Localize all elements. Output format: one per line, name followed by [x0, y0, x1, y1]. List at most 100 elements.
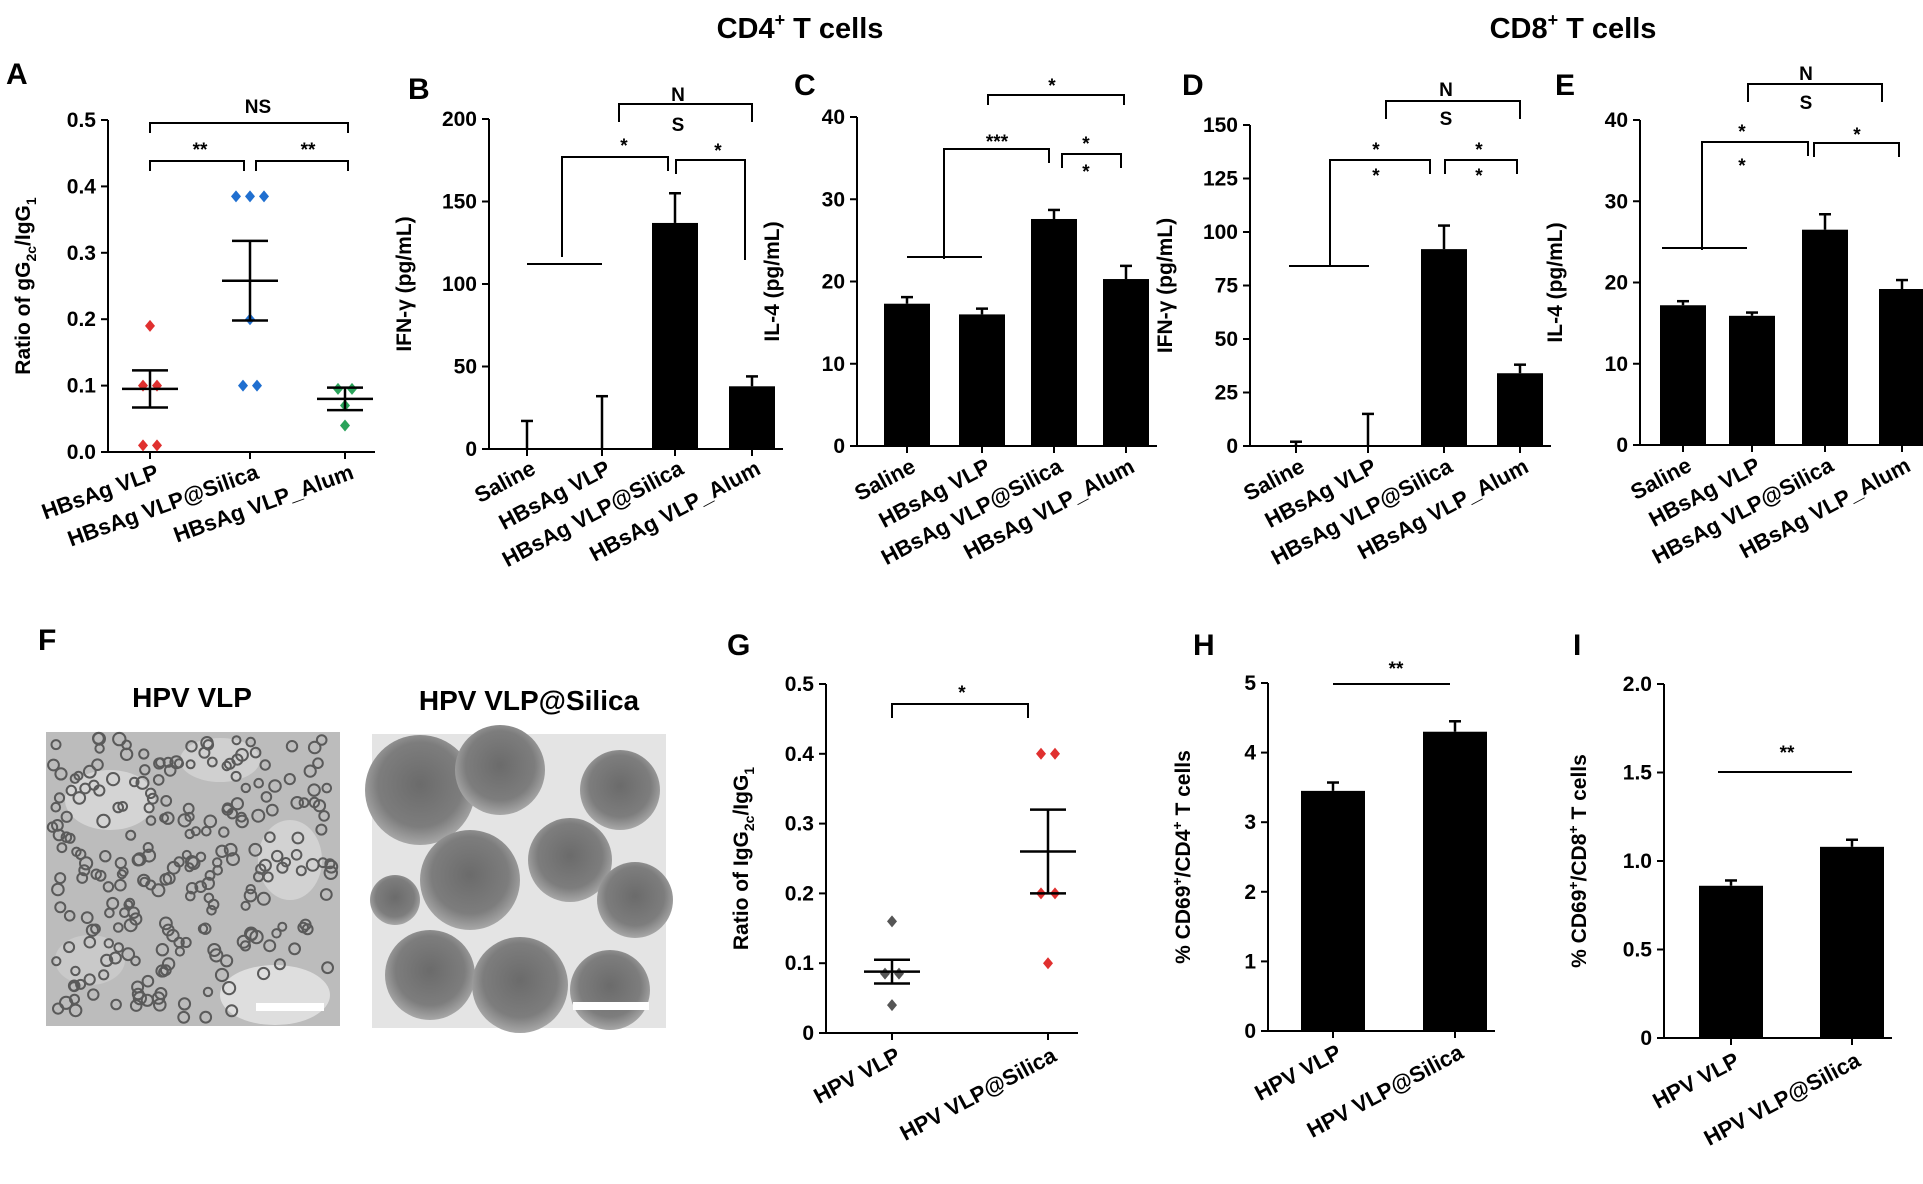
vlp-particle	[273, 958, 286, 971]
vlp-particle	[218, 826, 230, 838]
y-tick-label: 2.0	[1623, 673, 1652, 696]
vlp-particle	[257, 966, 271, 981]
vlp-particle	[145, 879, 157, 891]
vlp-particle	[221, 803, 234, 816]
significance-label: *	[1475, 166, 1483, 187]
vlp-particle	[248, 842, 263, 857]
significance-label: **	[301, 140, 316, 161]
y-tick-label: 0	[1616, 434, 1628, 457]
y-axis-label: % CD69+/CD8+ T cells	[1565, 754, 1591, 968]
vlp-particle	[132, 991, 147, 1006]
vlp-particle	[214, 967, 230, 983]
vlp-particle	[51, 956, 62, 967]
vlp-particle	[264, 831, 276, 844]
vlp-particle	[235, 748, 249, 762]
vlp-particle	[83, 973, 96, 986]
vlp-particle	[212, 865, 223, 876]
y-tick-label: 0.2	[67, 308, 96, 331]
vlp-particle	[199, 922, 212, 935]
significance-label: *	[1082, 162, 1090, 183]
vlp-particle	[207, 898, 220, 911]
vlp-particle	[204, 870, 216, 881]
significance-label: *	[1048, 76, 1056, 97]
significance-label: ***	[986, 132, 1009, 153]
data-point	[887, 999, 897, 1012]
vlp-particle	[78, 864, 91, 877]
y-tick-label: 5	[1244, 672, 1256, 695]
vlp-particle	[245, 884, 256, 895]
vlp-particle	[155, 943, 170, 957]
vlp-particle	[277, 921, 288, 932]
vlp-particle	[60, 831, 73, 844]
vlp-particle	[94, 869, 107, 882]
vlp-particle	[106, 772, 121, 787]
vlp-particle	[50, 739, 62, 751]
scale-bar	[573, 1002, 649, 1010]
vlp-particle	[271, 928, 282, 939]
bar	[1301, 790, 1365, 1031]
data-point	[880, 967, 890, 980]
vlp-particle	[190, 826, 201, 837]
vlp-particle	[180, 936, 192, 949]
vlp-particle	[161, 957, 176, 971]
vlp-particle	[161, 811, 175, 825]
vlp-particle	[177, 997, 192, 1011]
vlp-particle	[65, 784, 78, 797]
y-tick-label: 40	[822, 106, 845, 129]
significance-bracket	[675, 159, 746, 174]
significance-label: *	[1372, 140, 1380, 161]
vlp-particle	[259, 759, 271, 771]
significance-label: **	[1389, 659, 1404, 680]
significance-bracket	[561, 156, 669, 171]
vlp-particle	[151, 883, 166, 898]
significance-bracket	[1747, 83, 1883, 102]
image-title-hpv-vlp-silica: HPV VLP@Silica	[419, 685, 640, 716]
vlp-particle	[201, 825, 212, 837]
vlp-particle	[52, 828, 66, 842]
vlp-particle	[79, 856, 94, 871]
y-tick-label: 100	[442, 273, 477, 296]
vlp-particle	[321, 782, 333, 794]
significance-bracket	[1813, 142, 1900, 157]
vlp-particle	[93, 784, 106, 797]
y-tick-label: 0.0	[67, 441, 96, 464]
vlp-particle	[129, 776, 140, 788]
vlp-particle	[135, 775, 150, 790]
vlp-particle	[199, 1010, 213, 1024]
significance-label: NS	[245, 97, 271, 118]
significance-label: *	[1082, 134, 1090, 155]
vlp-particle	[169, 755, 184, 770]
vlp-particle	[104, 907, 115, 919]
vlp-particle	[70, 965, 81, 977]
vlp-particle	[271, 849, 284, 863]
significance-label: N	[1439, 80, 1453, 101]
significance-label: *	[1738, 122, 1746, 143]
vlp-particle	[116, 869, 128, 880]
bar	[1421, 249, 1467, 446]
vlp-particle	[203, 814, 218, 829]
data-point	[1050, 747, 1060, 760]
bar	[1031, 218, 1077, 446]
data-point	[152, 439, 162, 452]
significance-label: S	[1800, 93, 1813, 114]
significance-label: **	[1780, 743, 1795, 764]
y-tick-label: 50	[454, 356, 477, 379]
vlp-particle	[298, 797, 310, 808]
vlp-particle	[143, 802, 155, 814]
significance-bracket	[1385, 100, 1521, 119]
significance-bracket	[1444, 159, 1518, 174]
significance-bracket	[891, 703, 1029, 718]
vlp-particle	[223, 757, 236, 770]
vlp-particle	[185, 855, 199, 869]
bar	[729, 386, 775, 449]
vlp-particle	[185, 740, 198, 753]
vlp-particle	[132, 852, 147, 867]
significance-label: N	[1799, 64, 1813, 85]
bar	[1103, 279, 1149, 446]
vlp-particle	[319, 888, 333, 901]
significance-bracket	[255, 160, 349, 171]
